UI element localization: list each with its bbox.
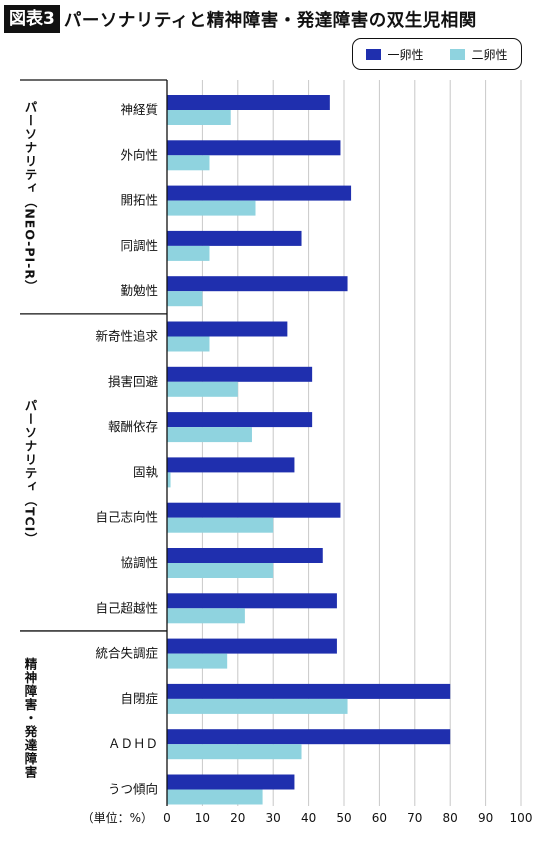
bar-dz	[167, 744, 302, 760]
bar-dz	[167, 245, 210, 261]
bar-mz	[167, 548, 323, 563]
category-label: 勤勉性	[120, 283, 158, 298]
category-label: 協調性	[120, 555, 158, 570]
category-label: 外向性	[120, 147, 158, 162]
category-label: 統合失調症	[95, 646, 158, 661]
tick-label: 70	[407, 811, 422, 825]
legend-label-mz: 一卵性	[387, 47, 424, 62]
bar-mz	[167, 457, 295, 473]
group-label: パーソナリティ（NEO-PI-R）	[23, 100, 38, 293]
category-label: 神経質	[120, 102, 158, 117]
bar-mz	[167, 321, 288, 337]
bar-dz	[167, 698, 348, 714]
legend-swatch-mz	[366, 48, 382, 60]
tick-label: 40	[301, 811, 316, 825]
category-label: ＡＤＨＤ	[108, 736, 158, 751]
tick-label: 90	[478, 811, 493, 825]
bar-dz	[167, 336, 210, 352]
bar-mz	[167, 95, 330, 110]
bar-mz	[167, 593, 337, 609]
category-label: 同調性	[120, 238, 158, 253]
bar-dz	[167, 563, 274, 578]
category-label: 新奇性追求	[95, 329, 158, 344]
tick-label: 30	[266, 811, 281, 825]
tick-label: 20	[230, 811, 245, 825]
bar-dz	[167, 472, 171, 488]
bar-dz	[167, 427, 252, 443]
bar-mz	[167, 230, 302, 246]
tick-label: 60	[372, 811, 387, 825]
chart-title: パーソナリティと精神障害・発達障害の双生児相関	[63, 10, 477, 31]
category-label: うつ傾向	[108, 782, 158, 797]
bar-dz	[167, 110, 231, 125]
bar-mz	[167, 276, 348, 292]
bar-mz	[167, 683, 451, 699]
legend-label-dz: 二卵性	[471, 47, 508, 62]
legend-item-mz: 一卵性	[366, 46, 424, 63]
figure-badge: 図表3	[4, 5, 60, 33]
bar-mz	[167, 412, 313, 428]
bar-mz	[167, 638, 337, 654]
category-label: 自閉症	[120, 691, 158, 706]
bar-dz	[167, 517, 274, 533]
bar-dz	[167, 381, 238, 397]
bar-mz	[167, 502, 341, 518]
category-label: 自己超越性	[95, 600, 158, 615]
bar-dz	[167, 200, 256, 216]
bar-mz	[167, 366, 313, 382]
legend-item-dz: 二卵性	[450, 46, 508, 63]
group-label: 精神障害・発達障害	[23, 657, 38, 780]
bar-dz	[167, 653, 228, 669]
category-label: 固執	[133, 464, 159, 479]
group-label: パーソナリティ（TCI）	[23, 399, 38, 546]
title-row: 図表3 パーソナリティと精神障害・発達障害の双生児相関	[4, 4, 477, 34]
bar-dz	[167, 608, 245, 624]
legend-swatch-dz	[450, 48, 466, 60]
bar-dz	[167, 789, 263, 805]
bar-mz	[167, 140, 341, 156]
category-label: 自己志向性	[95, 510, 158, 525]
legend: 一卵性 二卵性	[352, 38, 522, 70]
tick-label: 0	[163, 811, 171, 825]
tick-label: 100	[510, 811, 533, 825]
category-label: 報酬依存	[108, 419, 158, 434]
bar-mz	[167, 729, 451, 745]
bar-dz	[167, 291, 203, 307]
tick-label: 10	[195, 811, 210, 825]
bar-dz	[167, 155, 210, 171]
category-label: 損害回避	[108, 374, 159, 389]
bar-mz	[167, 774, 295, 790]
tick-label: 50	[336, 811, 351, 825]
category-label: 開拓性	[120, 193, 158, 208]
axis-unit-label: （単位：%）	[82, 810, 153, 825]
tick-label: 80	[443, 811, 458, 825]
bar-mz	[167, 185, 352, 201]
